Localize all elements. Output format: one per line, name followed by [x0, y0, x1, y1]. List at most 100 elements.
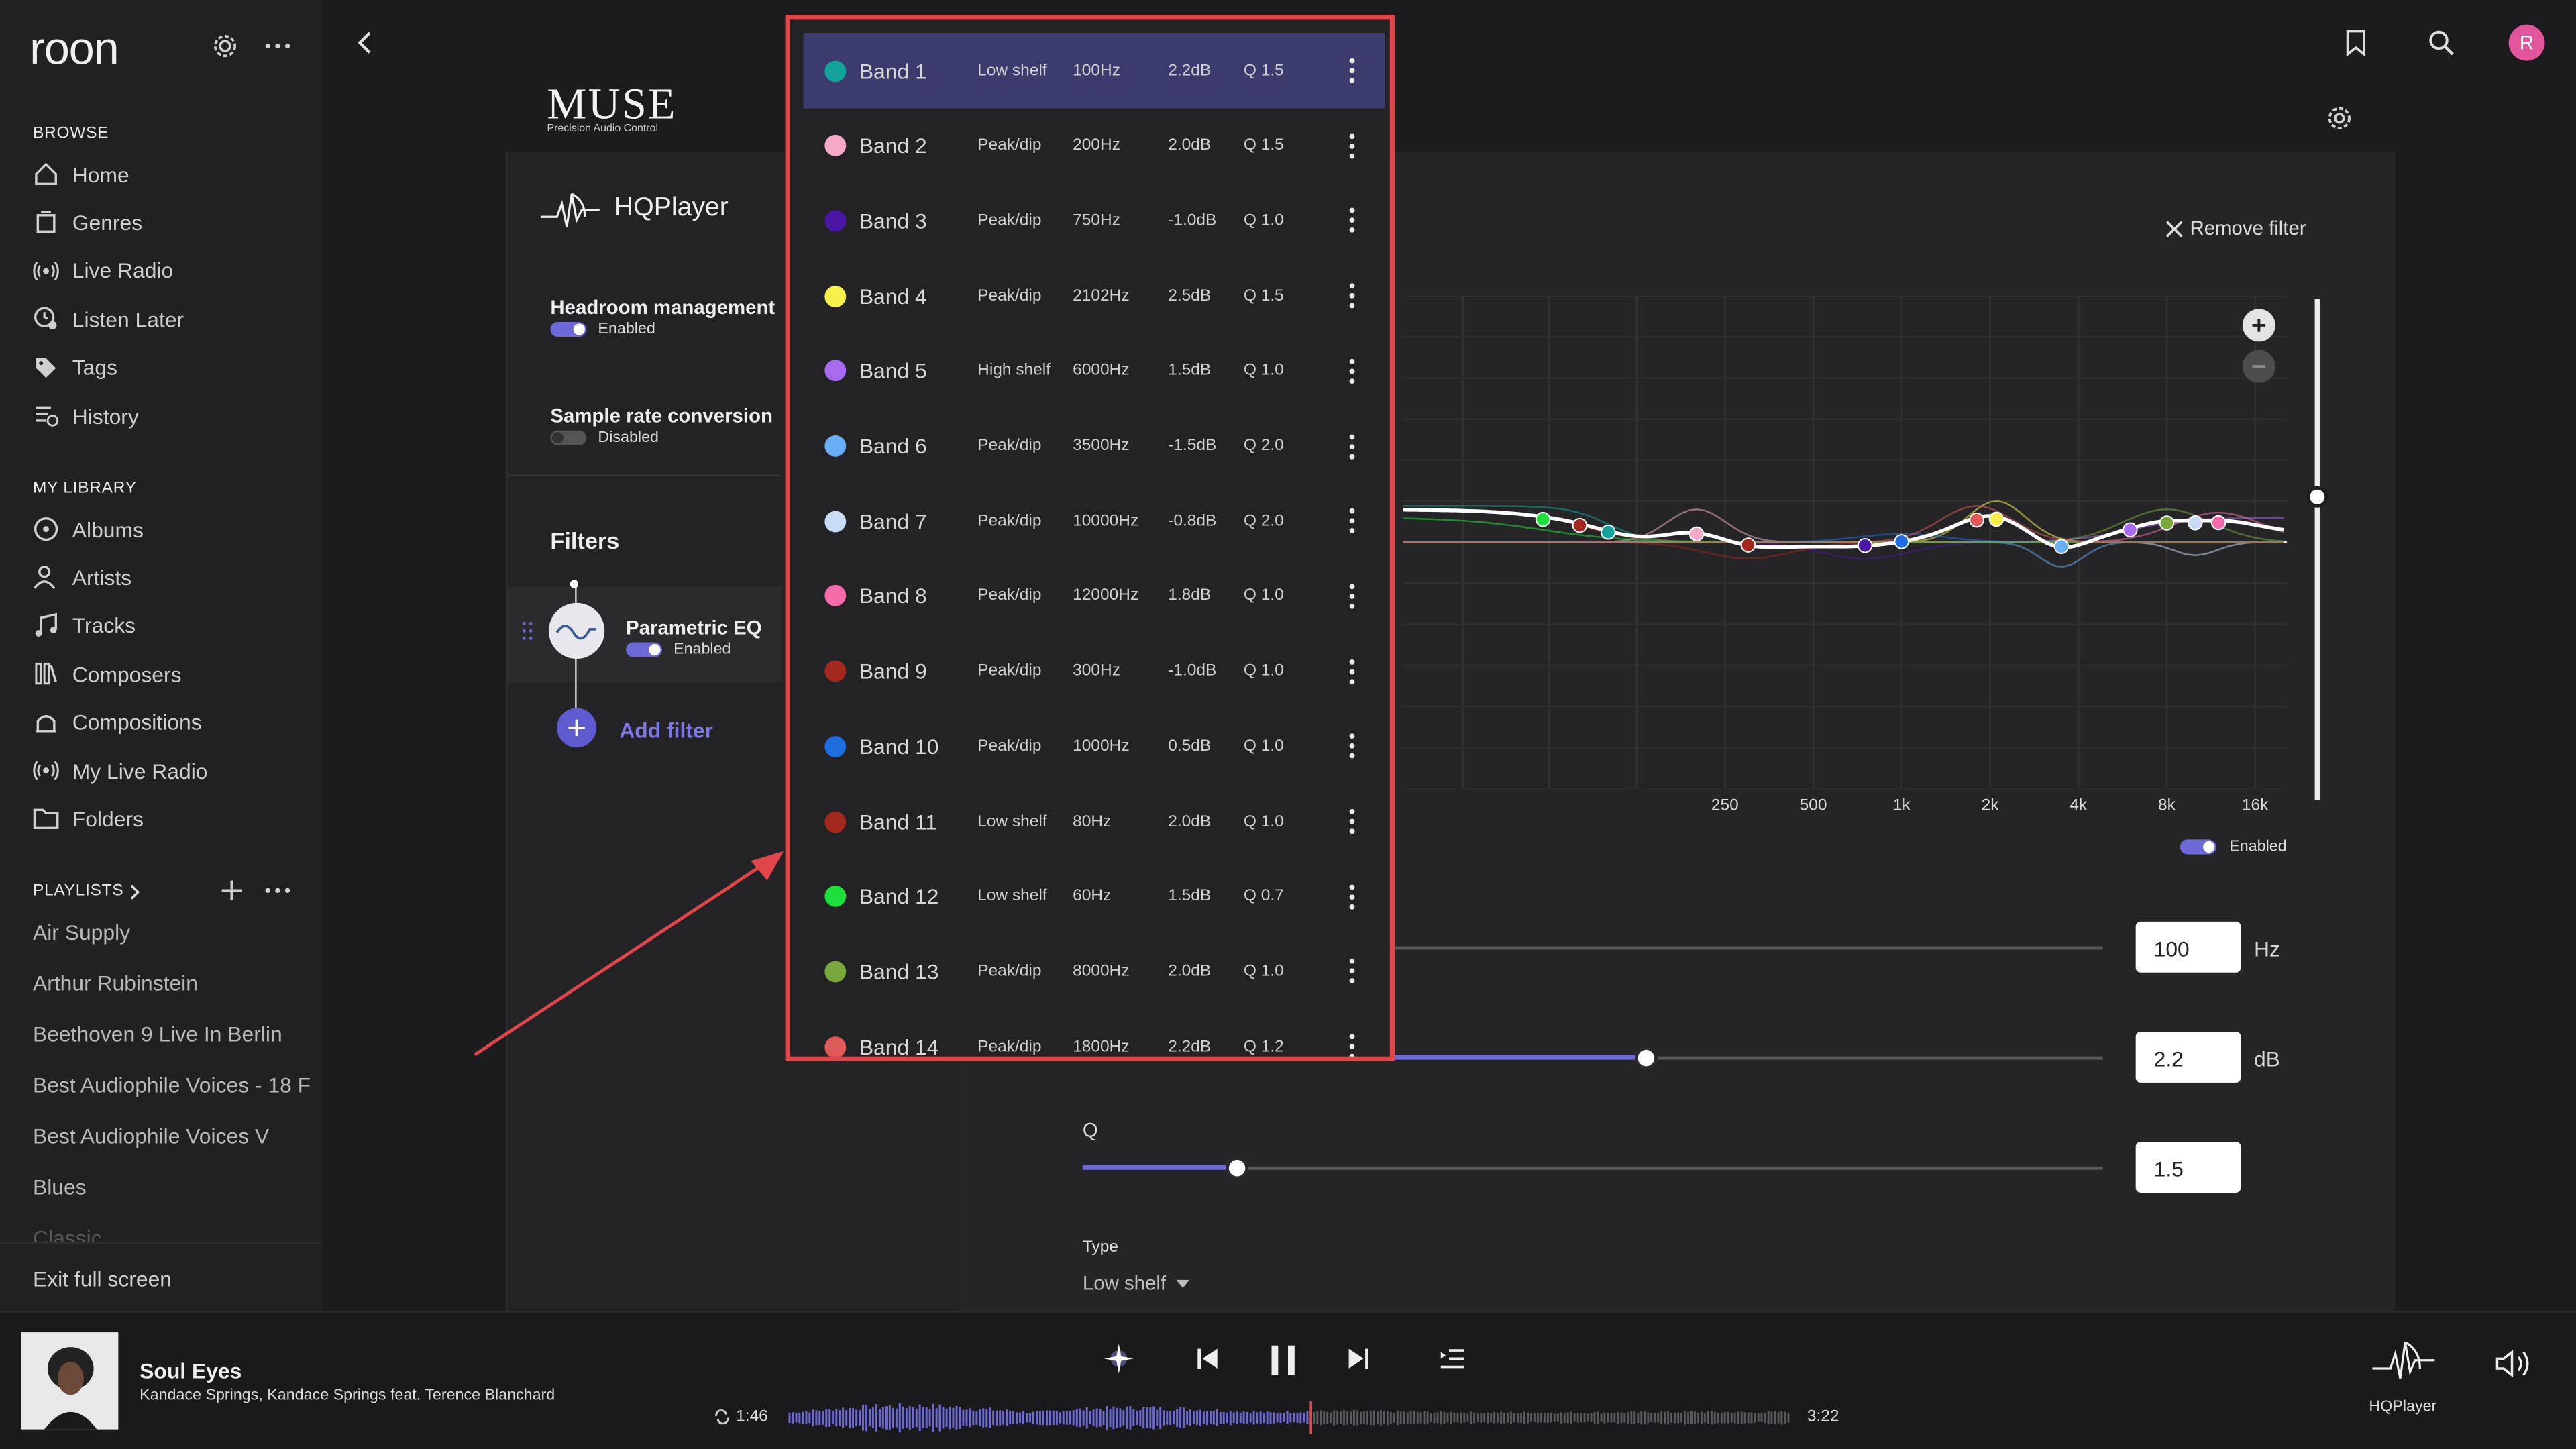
q-input[interactable]: 1.5 [2135, 1142, 2241, 1193]
playlist-item[interactable]: Best Audiophile Voices V [32, 1124, 270, 1148]
band-row[interactable]: Band 1 Low shelf 100Hz 2.2dB Q 1.5 [803, 32, 1385, 109]
volume-icon[interactable] [2494, 1349, 2534, 1379]
band-row[interactable]: Band 5 High shelf 6000Hz 1.5dB Q 1.0 [804, 333, 1385, 409]
eq-band-marker[interactable] [2053, 539, 2070, 555]
eq-band-marker[interactable] [1601, 524, 1616, 540]
back-arrow-icon[interactable] [355, 30, 374, 56]
remove-filter-button[interactable]: Remove filter [2165, 217, 2306, 240]
sidebar-item-tags[interactable]: Tags [33, 351, 117, 384]
band-more-icon[interactable] [1344, 580, 1360, 612]
eq-band-marker[interactable] [1988, 511, 2004, 527]
user-avatar[interactable]: R [2508, 24, 2545, 61]
sample-rate-toggle[interactable] [550, 430, 587, 445]
sidebar-item-live-radio[interactable]: Live Radio [33, 254, 173, 287]
band-row[interactable]: Band 4 Peak/dip 2102Hz 2.5dB Q 1.5 [804, 258, 1385, 334]
album-art[interactable] [21, 1332, 119, 1430]
eq-band-marker[interactable] [2159, 515, 2175, 531]
playlist-item[interactable]: Blues [32, 1175, 87, 1199]
settings-gear-icon[interactable] [212, 33, 238, 59]
band-row[interactable]: Band 11 Low shelf 80Hz 2.0dB Q 1.0 [804, 784, 1385, 859]
sidebar-item-home[interactable]: Home [33, 158, 129, 191]
gain-slider-knob[interactable] [1633, 1046, 1657, 1070]
eq-settings-gear-icon[interactable] [2326, 105, 2353, 131]
track-artist[interactable]: Kandace Springs, Kandace Springs feat. T… [140, 1386, 555, 1405]
eq-band-marker[interactable] [1688, 526, 1705, 542]
sidebar-item-artists[interactable]: Artists [33, 561, 131, 594]
sidebar-item-tracks[interactable]: Tracks [33, 609, 136, 642]
add-filter-button[interactable]: Add filter [619, 718, 714, 743]
band-more-icon[interactable] [1344, 54, 1360, 87]
pause-icon[interactable] [1270, 1344, 1296, 1377]
band-row[interactable]: Band 2 Peak/dip 200Hz 2.0dB Q 1.5 [804, 108, 1385, 184]
playlist-item[interactable]: Air Supply [32, 920, 131, 945]
sidebar-item-listen-later[interactable]: Listen Later [33, 303, 184, 335]
band-more-icon[interactable] [1344, 205, 1360, 237]
waveform-seekbar[interactable] [788, 1401, 1791, 1434]
repeat-icon[interactable] [714, 1409, 729, 1425]
eq-band-marker[interactable] [1535, 511, 1551, 527]
frequency-slider[interactable] [1082, 946, 2103, 950]
band-more-icon[interactable] [1344, 504, 1360, 537]
add-playlist-icon[interactable] [220, 879, 243, 902]
eq-band-marker[interactable] [2210, 515, 2226, 531]
parametric-eq-filter[interactable]: Parametric EQ Enabled [507, 580, 784, 682]
eq-band-marker[interactable] [1572, 517, 1588, 533]
eq-band-marker[interactable] [1857, 538, 1873, 553]
parametric-eq-toggle[interactable] [626, 642, 662, 657]
zone-hqplayer-icon[interactable] [2372, 1336, 2435, 1382]
eq-enabled-toggle[interactable] [2180, 839, 2216, 855]
band-row[interactable]: Band 9 Peak/dip 300Hz -1.0dB Q 1.0 [804, 633, 1385, 709]
band-row[interactable]: Band 7 Peak/dip 10000Hz -0.8dB Q 2.0 [804, 483, 1385, 559]
radio-sparkle-icon[interactable] [1102, 1342, 1135, 1375]
sidebar-item-composers[interactable]: Composers [33, 657, 182, 690]
exit-fullscreen-link[interactable]: Exit full screen [32, 1267, 172, 1291]
band-row[interactable]: Band 8 Peak/dip 12000Hz 1.8dB Q 1.0 [804, 558, 1385, 634]
sidebar-item-history[interactable]: History [33, 399, 139, 432]
eq-band-marker[interactable] [2123, 522, 2138, 538]
playlists-header[interactable]: PLAYLISTS [33, 882, 142, 900]
add-filter-plus-icon[interactable] [557, 708, 596, 748]
band-more-icon[interactable] [1344, 280, 1360, 313]
bookmark-icon[interactable] [2345, 30, 2367, 56]
playlist-item[interactable]: Beethoven 9 Live In Berlin [32, 1022, 282, 1047]
zoom-in-icon[interactable] [2242, 309, 2275, 342]
band-row[interactable]: Band 14 Peak/dip 1800Hz 2.2dB Q 1.2 [804, 1009, 1385, 1057]
drag-handle-icon[interactable] [522, 621, 533, 641]
playlist-item[interactable]: Best Audiophile Voices - 18 F [32, 1073, 311, 1097]
playhead[interactable] [1309, 1401, 1313, 1434]
playlists-more-icon[interactable] [263, 879, 292, 902]
band-more-icon[interactable] [1344, 655, 1360, 688]
sidebar-item-folders[interactable]: Folders [33, 802, 144, 835]
gain-input[interactable]: 2.2 [2135, 1031, 2241, 1083]
frequency-input[interactable]: 100 [2135, 921, 2241, 973]
eq-band-marker[interactable] [2188, 515, 2203, 531]
band-row[interactable]: Band 10 Peak/dip 1000Hz 0.5dB Q 1.0 [804, 708, 1385, 784]
sidebar-item-compositions[interactable]: Compositions [33, 706, 202, 739]
playlist-item[interactable]: Arthur Rubinstein [32, 971, 198, 996]
roon-logo[interactable]: roon [30, 23, 119, 74]
band-more-icon[interactable] [1344, 880, 1360, 913]
eq-response-graph[interactable] [1403, 295, 2287, 789]
eq-band-marker[interactable] [1969, 512, 1984, 528]
queue-icon[interactable] [1439, 1349, 1465, 1368]
type-select[interactable]: Low shelf [1083, 1272, 1189, 1295]
eq-band-marker[interactable] [1894, 534, 1909, 549]
band-row[interactable]: Band 12 Low shelf 60Hz 1.5dB Q 0.7 [804, 859, 1385, 934]
band-row[interactable]: Band 13 Peak/dip 8000Hz 2.0dB Q 1.0 [804, 934, 1385, 1010]
more-menu-icon[interactable] [263, 33, 292, 59]
zone-name[interactable]: HQPlayer [2369, 1398, 2437, 1417]
band-more-icon[interactable] [1344, 129, 1360, 162]
eq-band-marker[interactable] [1740, 537, 1756, 553]
band-more-icon[interactable] [1344, 805, 1360, 838]
sidebar-item-my-live-radio[interactable]: My Live Radio [33, 754, 207, 787]
track-title[interactable]: Soul Eyes [140, 1358, 242, 1384]
band-more-icon[interactable] [1344, 1030, 1360, 1057]
next-track-icon[interactable] [1347, 1347, 1370, 1370]
band-more-icon[interactable] [1344, 730, 1360, 763]
q-slider[interactable] [1082, 1166, 2103, 1170]
sidebar-item-genres[interactable]: Genres [33, 206, 142, 239]
zoom-out-icon[interactable] [2242, 350, 2275, 383]
search-icon[interactable] [2428, 30, 2455, 56]
sidebar-item-albums[interactable]: Albums [33, 513, 144, 545]
q-slider-knob[interactable] [1226, 1157, 1249, 1180]
